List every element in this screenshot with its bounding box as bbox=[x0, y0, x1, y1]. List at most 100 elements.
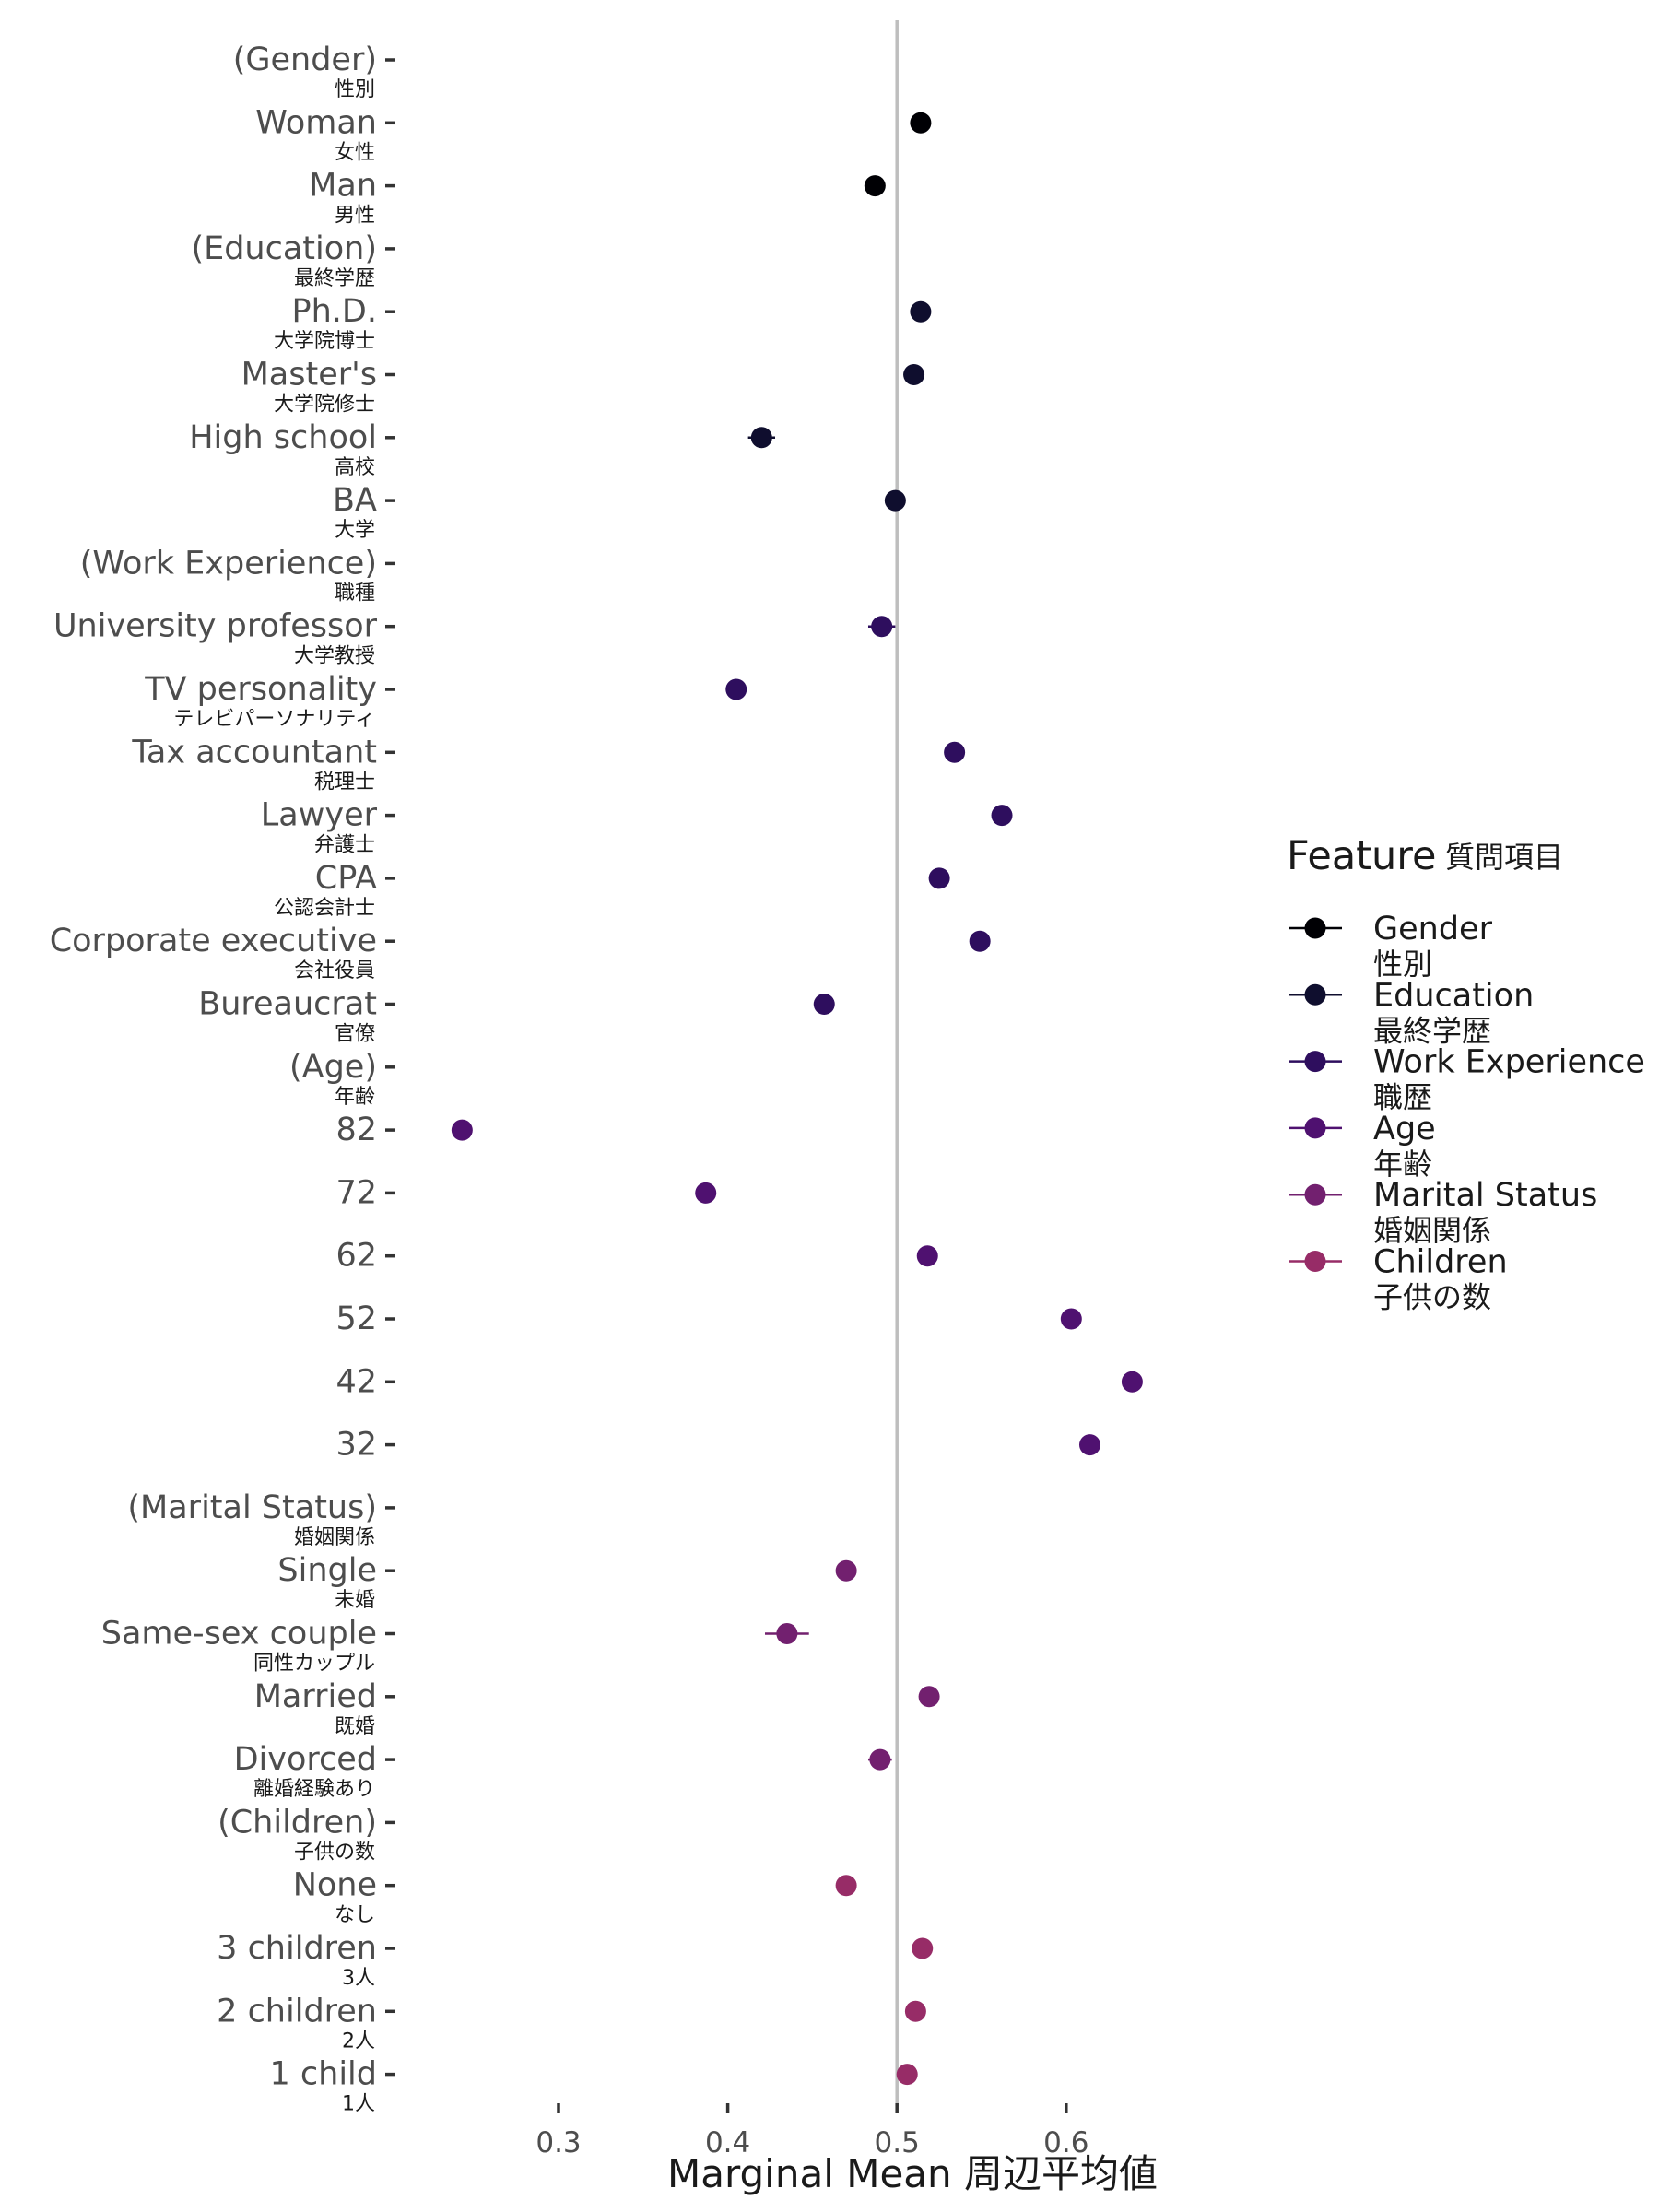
y-tick-label-high-school: High school bbox=[189, 419, 377, 456]
point-tv-personality bbox=[725, 678, 747, 700]
y-tick-label-42: 42 bbox=[335, 1363, 377, 1400]
y-tick-sublabel-gender: 性別 bbox=[335, 78, 375, 101]
y-tick-sublabel-tv-personality: テレビパーソナリティ bbox=[173, 708, 375, 731]
y-tick-label-married: Married bbox=[254, 1678, 377, 1715]
y-tick-sublabel-1-child: 1人 bbox=[342, 2093, 375, 2116]
point-72 bbox=[695, 1182, 717, 1204]
data-points bbox=[451, 112, 1143, 2086]
point-bureaucrat bbox=[813, 994, 835, 1015]
point-woman bbox=[910, 112, 932, 134]
y-tick-sublabel-ba: 大学 bbox=[335, 519, 375, 542]
point-university-professor bbox=[871, 616, 893, 638]
legend-sublabel-work-experience: 職歴 bbox=[1373, 1080, 1432, 1115]
y-tick-label-bureaucrat: Bureaucrat bbox=[198, 986, 377, 1023]
point-same-sex-couple bbox=[776, 1623, 798, 1644]
y-tick-sublabel-same-sex-couple: 同性カップル bbox=[253, 1653, 375, 1676]
y-tick-label-62: 62 bbox=[335, 1238, 377, 1275]
y-tick-sublabel-married: 既婚 bbox=[335, 1715, 375, 1738]
y-tick-label-marital-status: (Marital Status) bbox=[127, 1489, 377, 1526]
point-82 bbox=[451, 1119, 473, 1141]
y-tick-label-children: (Children) bbox=[218, 1804, 377, 1841]
y-tick-sublabel-single: 未婚 bbox=[335, 1589, 375, 1612]
y-tick-label-52: 52 bbox=[335, 1300, 377, 1337]
point-2-children bbox=[904, 2000, 926, 2022]
y-tick-sublabel-education: 最終学歴 bbox=[294, 267, 375, 290]
legend-key-point-age bbox=[1304, 1117, 1326, 1139]
y-tick-label-man: Man bbox=[309, 168, 377, 205]
legend-title: Feature bbox=[1287, 833, 1437, 879]
y-tick-label-education: (Education) bbox=[191, 230, 377, 267]
y-tick-sublabel-lawyer: 弁護士 bbox=[314, 834, 375, 857]
legend-label-gender: Gender bbox=[1373, 911, 1493, 947]
legend-key-point-children bbox=[1304, 1251, 1326, 1272]
legend-key-point-education bbox=[1304, 983, 1326, 1006]
y-tick-sublabel-ph-d: 大学院博士 bbox=[274, 330, 375, 353]
point-42 bbox=[1121, 1371, 1143, 1393]
y-tick-sublabel-2-children: 2人 bbox=[342, 2030, 375, 2053]
error-bars bbox=[452, 122, 1143, 2076]
y-tick-sublabel-work-experience: 職種 bbox=[335, 582, 375, 605]
y-tick-sublabel-children: 子供の数 bbox=[294, 1841, 375, 1864]
x-tick-label-0: 0.3 bbox=[535, 2126, 581, 2159]
legend-label-education: Education bbox=[1373, 977, 1534, 1014]
y-tick-sublabel-master-s: 大学院修士 bbox=[274, 394, 375, 417]
y-tick-label-tv-personality: TV personality bbox=[144, 671, 377, 708]
legend-key-point-marital-status bbox=[1304, 1183, 1326, 1206]
legend-sublabel-age: 年齢 bbox=[1373, 1147, 1432, 1182]
y-tick-label-3-children: 3 children bbox=[217, 1930, 377, 1967]
point-single bbox=[835, 1559, 857, 1582]
y-tick-sublabel-university-professor: 大学教授 bbox=[294, 645, 375, 668]
point-3-children bbox=[912, 1937, 934, 1959]
x-tick-label-1: 0.4 bbox=[705, 2126, 750, 2159]
y-tick-label-same-sex-couple: Same-sex couple bbox=[101, 1616, 377, 1653]
y-tick-sublabel-high-school: 高校 bbox=[335, 456, 375, 479]
y-tick-label-divorced: Divorced bbox=[234, 1741, 377, 1778]
legend-key-point-gender bbox=[1304, 917, 1326, 939]
point-32 bbox=[1079, 1434, 1101, 1456]
y-tick-label-72: 72 bbox=[335, 1174, 377, 1211]
y-tick-label-master-s: Master's bbox=[241, 357, 377, 394]
point-master-s bbox=[903, 364, 925, 385]
y-tick-sublabel-age: 年齢 bbox=[335, 1086, 375, 1109]
y-tick-label-single: Single bbox=[277, 1552, 377, 1589]
point-divorced bbox=[869, 1748, 891, 1771]
y-tick-label-32: 32 bbox=[335, 1427, 377, 1464]
x-tick-label-3: 0.6 bbox=[1043, 2126, 1088, 2159]
y-tick-sublabel-none: なし bbox=[335, 1904, 375, 1927]
y-tick-label-corporate-executive: Corporate executive bbox=[50, 923, 377, 959]
point-tax-accountant bbox=[944, 741, 966, 763]
x-tick-label-2: 0.5 bbox=[875, 2126, 920, 2159]
y-tick-sublabel-cpa: 公認会計士 bbox=[274, 897, 375, 920]
y-tick-label-cpa: CPA bbox=[315, 860, 377, 897]
y-tick-sublabel-man: 男性 bbox=[335, 205, 375, 228]
y-tick-sublabel-woman: 女性 bbox=[335, 141, 375, 164]
x-axis: Marginal Mean 周辺平均値 0.3 0.4 0.5 0.6 bbox=[535, 2103, 1158, 2196]
y-tick-label-gender: (Gender) bbox=[233, 41, 377, 78]
y-tick-sublabel-bureaucrat: 官僚 bbox=[335, 1023, 375, 1046]
legend-sublabel-education: 最終学歴 bbox=[1373, 1013, 1491, 1048]
point-lawyer bbox=[991, 805, 1013, 827]
legend-label-age: Age bbox=[1373, 1111, 1436, 1147]
y-tick-label-ba: BA bbox=[333, 482, 377, 519]
legend-label-marital-status: Marital Status bbox=[1373, 1177, 1597, 1214]
legend-title-ja: 質問項目 bbox=[1445, 840, 1563, 875]
y-tick-label-tax-accountant: Tax accountant bbox=[131, 734, 377, 771]
y-tick-label-woman: Woman bbox=[255, 104, 377, 141]
y-tick-label-lawyer: Lawyer bbox=[261, 797, 378, 834]
y-tick-label-2-children: 2 children bbox=[217, 1993, 377, 2030]
legend-key-point-work-experience bbox=[1304, 1051, 1326, 1073]
point-ph-d bbox=[910, 300, 932, 323]
y-tick-label-82: 82 bbox=[335, 1112, 377, 1148]
y-tick-sublabel-marital-status: 婚姻関係 bbox=[294, 1526, 375, 1549]
y-tick-label-none: None bbox=[293, 1867, 377, 1904]
point-1-child bbox=[896, 2064, 918, 2086]
legend-label-children: Children bbox=[1373, 1244, 1508, 1281]
y-tick-label-university-professor: University professor bbox=[53, 608, 378, 645]
point-62 bbox=[916, 1245, 938, 1267]
point-cpa bbox=[928, 867, 950, 889]
legend-sublabel-children: 子供の数 bbox=[1373, 1280, 1491, 1315]
legend-sublabel-gender: 性別 bbox=[1373, 947, 1432, 982]
y-tick-sublabel-divorced: 離婚経験あり bbox=[253, 1778, 375, 1801]
